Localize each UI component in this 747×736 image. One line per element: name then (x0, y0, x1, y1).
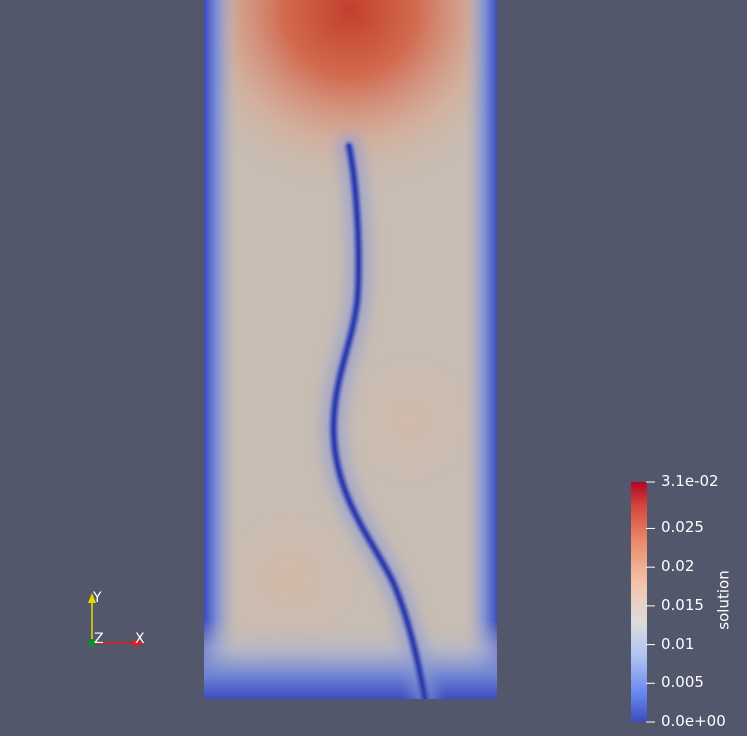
colorbar-tick-label: 0.015 (661, 595, 704, 614)
colorbar-tick-label: 0.025 (661, 518, 704, 537)
simulation-domain (204, 0, 497, 699)
colorbar-title: solution (714, 570, 733, 630)
colorbar (631, 481, 655, 723)
colorbar-ticks (646, 481, 655, 723)
z-axis-label: Z (94, 631, 104, 647)
colorbar-tick-label: 0.01 (661, 634, 695, 653)
orientation-axes (88, 593, 144, 647)
x-axis-label: X (135, 631, 145, 647)
colorbar-tick-label: 0.0e+00 (661, 712, 726, 730)
colorbar-tick-label: 0.005 (661, 673, 704, 692)
colorbar-tick-label: 0.02 (661, 557, 695, 576)
y-axis-label: Y (93, 590, 102, 606)
colorbar-tick-label: 3.1e-02 (661, 472, 719, 490)
colorbar-gradient (631, 482, 647, 722)
